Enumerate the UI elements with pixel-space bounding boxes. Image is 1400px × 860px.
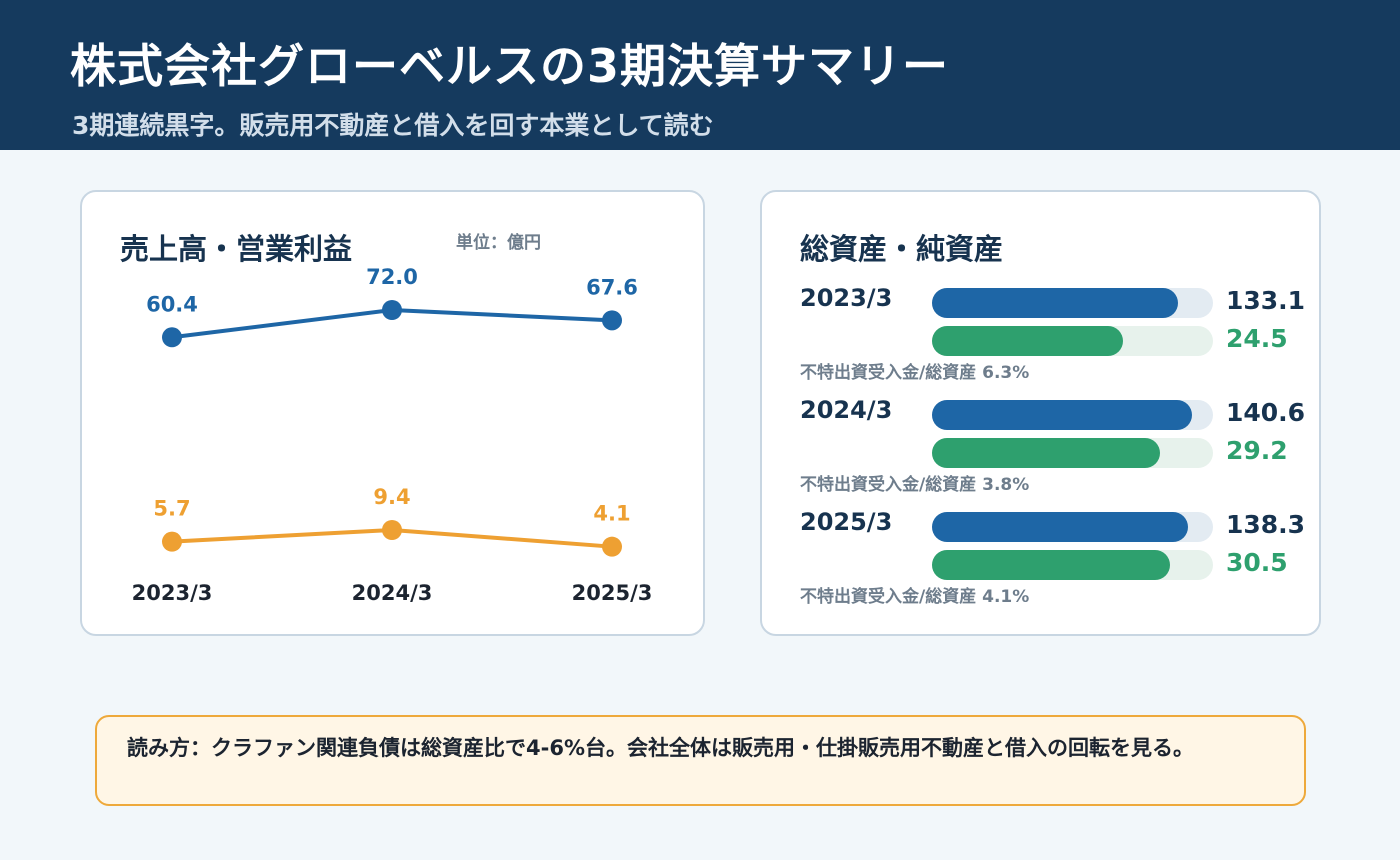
header-banner: 株式会社グローベルスの3期決算サマリー 3期連続黒字。販売用不動産と借入を回す本… (0, 0, 1400, 150)
line-chart: 60.4 72.0 67.6 5.7 9.4 4.1 2023/3 2024/3 2025/3 (132, 265, 653, 605)
series-0-value-label-1: 72.0 (366, 265, 418, 289)
total-assets-track-1 (932, 400, 1213, 430)
total-assets-value-0: 133.1 (1226, 286, 1306, 315)
net-assets-value-0: 24.5 (1226, 324, 1288, 353)
assets-title: 総資産・純資産 (800, 232, 1004, 266)
series-0-point-0 (162, 327, 182, 348)
total-assets-track-0 (932, 288, 1213, 318)
series-1-point-0 (162, 531, 182, 552)
series-0-value-label-2: 67.6 (586, 275, 638, 299)
reading-note-callout: 読み方：クラファン関連負債は総資産比で4-6%台。会社全体は販売用・仕掛販売用不… (95, 715, 1306, 806)
assets-card: 総資産・純資産 2023/3 133.1 24.5 不特出資受入金/総資産 6.3% 2… (760, 190, 1321, 636)
series-1-point-2 (602, 536, 622, 557)
net-assets-value-1: 29.2 (1226, 436, 1288, 465)
series-0-point-2 (602, 310, 622, 331)
reading-note-text: 読み方：クラファン関連負債は総資産比で4-6%台。会社全体は販売用・仕掛販売用不… (127, 736, 1194, 760)
page-title: 株式会社グローベルスの3期決算サマリー (70, 39, 950, 93)
net-assets-track-0 (932, 326, 1213, 356)
total-assets-bar-2 (932, 512, 1188, 542)
total-assets-value-2: 138.3 (1226, 510, 1306, 539)
total-assets-bar-1 (932, 400, 1192, 430)
revenue-profit-title: 売上高・営業利益 (120, 232, 353, 266)
series-1-value-label-2: 4.1 (593, 502, 630, 526)
net-assets-track-2 (932, 550, 1213, 580)
ratio-note-0: 不特出資受入金/総資産 6.3% (800, 363, 1030, 383)
x-tick-label-2: 2025/3 (572, 581, 653, 605)
x-tick-label-0: 2023/3 (132, 581, 213, 605)
revenue-profit-card: 売上高・営業利益 単位：億円 60.4 72.0 67.6 5.7 9.4 4.1 2023… (80, 190, 705, 636)
total-assets-bar-0 (932, 288, 1179, 318)
year-label-0: 2023/3 (800, 284, 893, 312)
series-1-value-label-1: 9.4 (373, 485, 410, 509)
page-subtitle: 3期連続黒字。販売用不動産と借入を回す本業として読む (72, 111, 714, 140)
net-assets-bar-2 (932, 550, 1171, 580)
x-tick-label-1: 2024/3 (352, 581, 433, 605)
net-assets-bar-0 (932, 326, 1124, 356)
net-assets-track-1 (932, 438, 1213, 468)
year-label-1: 2024/3 (800, 396, 893, 424)
ratio-note-2: 不特出資受入金/総資産 4.1% (800, 587, 1030, 607)
unit-label: 単位：億円 (456, 233, 541, 253)
series-1-point-1 (382, 520, 402, 540)
ratio-note-1: 不特出資受入金/総資産 3.8% (800, 475, 1030, 495)
year-label-2: 2025/3 (800, 508, 893, 536)
series-1-value-label-0: 5.7 (153, 497, 190, 521)
total-assets-track-2 (932, 512, 1213, 542)
series-0-point-1 (382, 300, 402, 320)
net-assets-bar-1 (932, 438, 1160, 468)
series-0-value-label-0: 60.4 (146, 292, 198, 316)
total-assets-value-1: 140.6 (1226, 398, 1306, 427)
net-assets-value-2: 30.5 (1226, 548, 1288, 577)
